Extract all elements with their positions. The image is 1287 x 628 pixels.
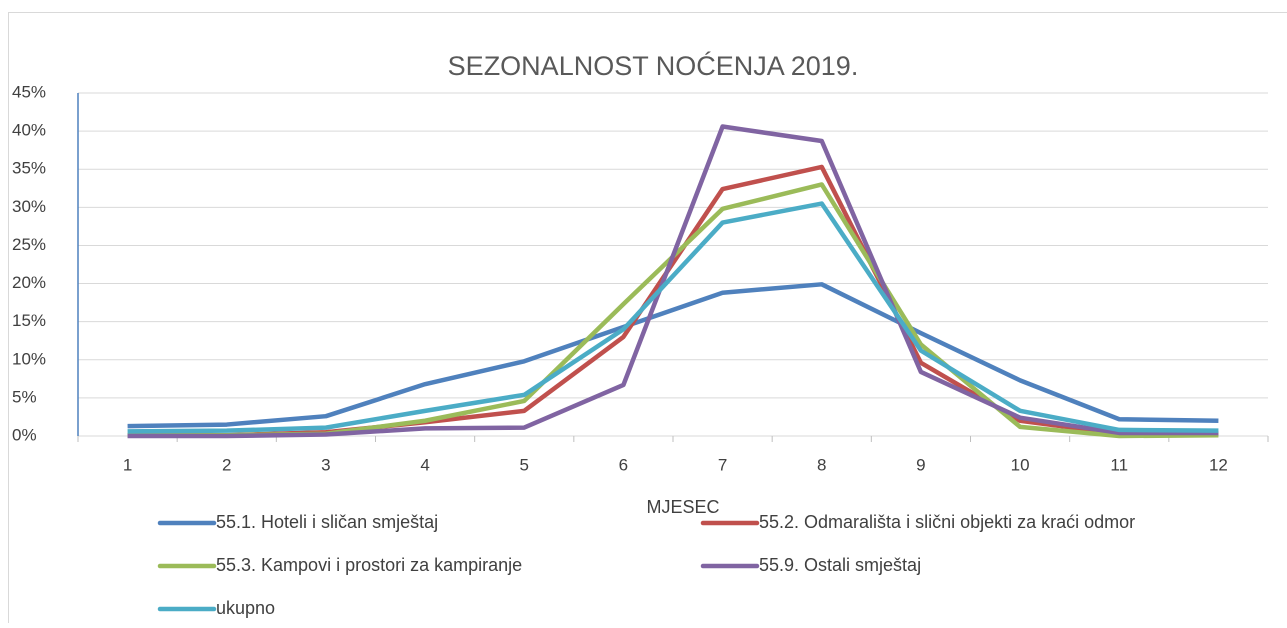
x-tick-label: 9 xyxy=(916,455,925,474)
x-tick-label: 10 xyxy=(1011,455,1030,474)
y-tick-label: 20% xyxy=(12,273,46,292)
x-tick-label: 8 xyxy=(817,455,826,474)
legend-label: 55.9. Ostali smještaj xyxy=(759,555,921,575)
x-tick-label: 4 xyxy=(420,455,429,474)
x-tick-label: 7 xyxy=(718,455,727,474)
x-tick-label: 1 xyxy=(123,455,132,474)
y-tick-label: 30% xyxy=(12,197,46,216)
y-tick-label: 10% xyxy=(12,349,46,368)
y-tick-label: 0% xyxy=(12,425,37,444)
chart-title: SEZONALNOST NOĆENJA 2019. xyxy=(448,50,859,81)
x-tick-label: 2 xyxy=(222,455,231,474)
x-tick-label: 12 xyxy=(1209,455,1228,474)
y-tick-label: 25% xyxy=(12,235,46,254)
legend-label: 55.3. Kampovi i prostori za kampiranje xyxy=(216,555,522,575)
x-axis-label: MJESEC xyxy=(646,497,719,517)
y-tick-label: 35% xyxy=(12,159,46,178)
legend-label: 55.2. Odmarališta i slični objekti za kr… xyxy=(759,512,1135,532)
y-tick-label: 5% xyxy=(12,387,37,406)
x-tick-label: 11 xyxy=(1110,455,1128,474)
y-tick-label: 15% xyxy=(12,311,46,330)
y-tick-label: 40% xyxy=(12,121,46,140)
x-tick-label: 6 xyxy=(619,455,628,474)
legend-label: ukupno xyxy=(216,598,275,618)
y-tick-label: 45% xyxy=(12,82,46,101)
legend-label: 55.1. Hoteli i sličan smještaj xyxy=(216,512,438,532)
x-tick-label: 5 xyxy=(520,455,529,474)
x-tick-label: 3 xyxy=(321,455,330,474)
